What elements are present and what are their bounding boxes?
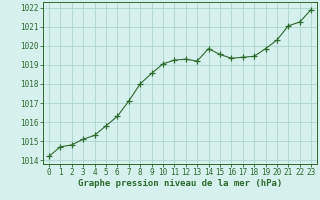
X-axis label: Graphe pression niveau de la mer (hPa): Graphe pression niveau de la mer (hPa) [78,179,282,188]
